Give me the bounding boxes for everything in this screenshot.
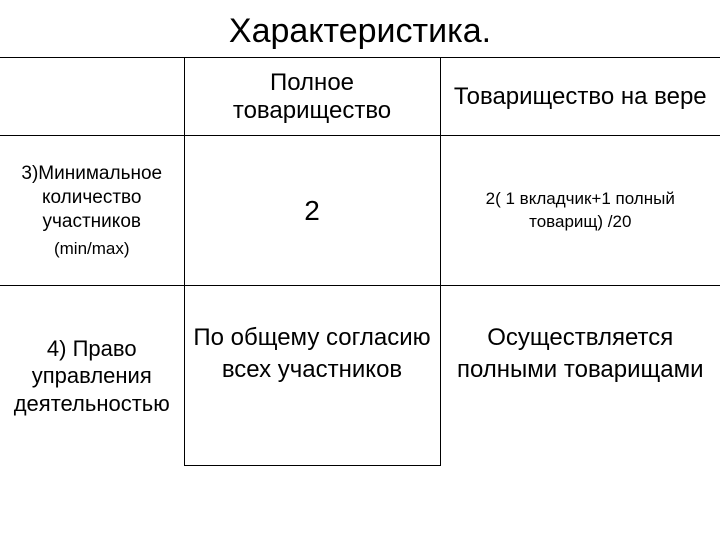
header-empty [0, 58, 184, 136]
row4-value-full: По общему согласию всех участников [184, 286, 440, 466]
characteristics-table: Полное товарищество Товарищество на вере… [0, 57, 720, 466]
row3-label-main: 3)Минимальное количество участников [21, 163, 162, 232]
row4-value-limited: Осуществляется полными товарищами [440, 286, 720, 466]
page-title: Характеристика. [0, 0, 720, 57]
table-header-row: Полное товарищество Товарищество на вере [0, 58, 720, 136]
row4-criterion-label: 4) Право управления деятельностью [0, 286, 184, 466]
table-row: 3)Минимальное количество участников (min… [0, 136, 720, 286]
header-col-limited-partnership: Товарищество на вере [440, 58, 720, 136]
row3-value-full: 2 [184, 136, 440, 286]
table-row: 4) Право управления деятельностью По общ… [0, 286, 720, 466]
row3-value-limited: 2( 1 вкладчик+1 полный товарищ) /20 [440, 136, 720, 286]
row3-label-sub: (min/max) [4, 238, 180, 259]
row3-criterion-label: 3)Минимальное количество участников (min… [0, 136, 184, 286]
header-col-full-partnership: Полное товарищество [184, 58, 440, 136]
